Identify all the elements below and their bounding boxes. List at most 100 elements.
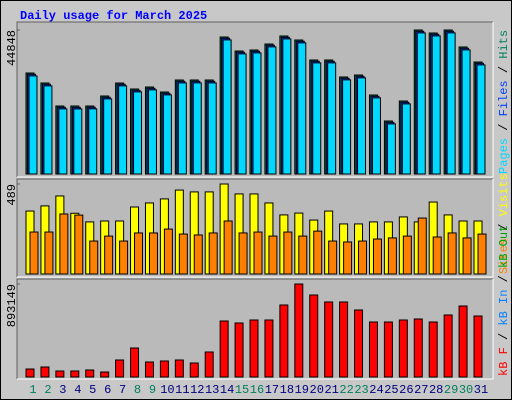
x-tick-label: 26 — [399, 383, 413, 397]
panel-bevel — [17, 279, 494, 380]
bar — [222, 39, 232, 175]
bar — [371, 97, 381, 175]
bar — [192, 82, 202, 175]
legend-entry: Pages — [497, 138, 511, 174]
x-tick-label: 8 — [134, 383, 141, 397]
bar — [133, 91, 143, 175]
bar — [446, 32, 456, 175]
bar — [342, 79, 352, 175]
bar — [193, 234, 203, 275]
bar — [189, 362, 199, 378]
bar — [29, 231, 39, 275]
panel-bevel — [16, 278, 493, 379]
bar — [148, 232, 158, 275]
bar — [174, 359, 184, 378]
bar — [387, 237, 397, 275]
bar — [458, 305, 468, 378]
x-tick-label: 27 — [414, 383, 428, 397]
bar — [44, 231, 54, 275]
x-tick-label: 7 — [119, 383, 126, 397]
bar — [416, 32, 426, 175]
x-tick-label: 22 — [339, 383, 353, 397]
bar — [147, 89, 157, 175]
bar — [432, 236, 442, 275]
legend: Sites / Visits — [497, 173, 511, 274]
x-tick-label: 28 — [429, 383, 443, 397]
bar — [313, 230, 323, 275]
bar — [43, 85, 53, 175]
x-tick-label: 31 — [474, 383, 488, 397]
bar — [283, 231, 293, 275]
bar — [100, 371, 110, 378]
bar — [70, 370, 80, 378]
x-tick-label: 25 — [384, 383, 398, 397]
legend-separator: / — [497, 116, 511, 138]
bar — [144, 361, 154, 378]
x-tick-label: 29 — [444, 383, 458, 397]
legend-separator: / — [497, 268, 511, 290]
bar — [267, 46, 277, 175]
x-tick-label: 18 — [280, 383, 294, 397]
bar — [89, 240, 99, 275]
x-tick-label: 6 — [104, 383, 111, 397]
legend: kB F / kB In / kB Out — [497, 225, 511, 376]
bar — [309, 294, 319, 378]
bar — [208, 232, 218, 275]
bar — [324, 301, 334, 378]
bar — [343, 241, 353, 275]
bar — [462, 237, 472, 275]
y-tick-label: 44848 — [5, 30, 19, 66]
x-tick-label: 4 — [74, 383, 81, 397]
legend-separator: / — [497, 216, 511, 238]
panel-bevel — [16, 178, 493, 277]
bar — [413, 318, 423, 378]
bar — [354, 309, 364, 378]
x-tick-label: 24 — [369, 383, 383, 397]
bar — [59, 213, 69, 275]
bar — [279, 304, 289, 378]
bar — [88, 108, 98, 175]
x-tick-label: 10 — [160, 383, 174, 397]
x-tick-label: 15 — [235, 383, 249, 397]
legend-entry: kB In — [497, 290, 511, 326]
x-tick-label: 11 — [175, 383, 189, 397]
bar — [204, 351, 214, 378]
bar — [130, 347, 140, 378]
bar — [368, 321, 378, 378]
bar — [73, 108, 83, 175]
bar — [163, 228, 173, 275]
x-tick-label: 30 — [459, 383, 473, 397]
bar — [327, 62, 337, 175]
bar — [103, 98, 113, 175]
x-tick-label: 5 — [89, 383, 96, 397]
legend-entry: Hits — [497, 30, 511, 59]
bar — [118, 85, 128, 175]
x-tick-label: 12 — [190, 383, 204, 397]
bar — [28, 75, 38, 175]
bar — [219, 320, 229, 378]
bar — [74, 214, 84, 275]
bar — [237, 53, 247, 175]
bar — [104, 235, 114, 275]
bar — [477, 233, 487, 275]
bar — [40, 366, 50, 378]
bar — [159, 360, 169, 378]
bar — [282, 38, 292, 175]
bar — [402, 235, 412, 275]
bar — [223, 220, 233, 275]
bar — [431, 35, 441, 175]
x-tick-label: 1 — [29, 383, 36, 397]
bar — [473, 315, 483, 378]
bar — [294, 283, 304, 378]
bar — [372, 238, 382, 275]
bar — [238, 232, 248, 275]
y-tick-label: 893149 — [5, 284, 19, 327]
chart-title: Daily usage for March 2025 — [20, 9, 207, 23]
bar — [447, 232, 457, 275]
x-tick-label: 14 — [220, 383, 234, 397]
bar — [443, 314, 453, 378]
legend-entry: kB F — [497, 347, 511, 376]
x-tick-label: 23 — [354, 383, 368, 397]
x-tick-label: 19 — [295, 383, 309, 397]
